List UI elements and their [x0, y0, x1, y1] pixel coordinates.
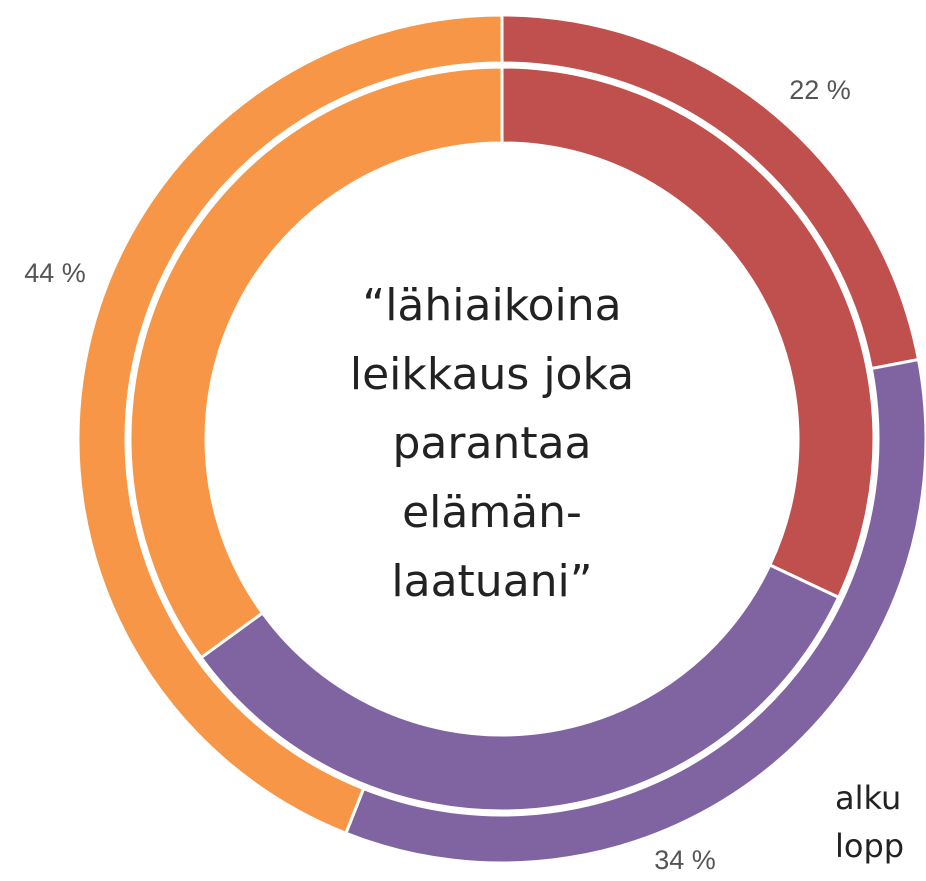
chart-title: laatuani” — [391, 556, 592, 607]
donut-segment — [76, 13, 504, 836]
donut-segment — [500, 65, 876, 600]
donut-segment — [128, 65, 504, 660]
data-label: 34 % — [654, 845, 716, 875]
chart-title: “lähiaikoina — [362, 280, 621, 331]
chart-title: leikkaus joka — [350, 349, 634, 400]
chart-title: elämän- — [402, 487, 582, 538]
data-label: 44 % — [24, 258, 86, 288]
donut-segment — [198, 563, 841, 813]
chart-title: parantaa — [392, 418, 591, 469]
data-label: 22 % — [789, 75, 851, 105]
legend-label: lopp — [835, 827, 904, 865]
legend-label: alku — [835, 779, 901, 817]
